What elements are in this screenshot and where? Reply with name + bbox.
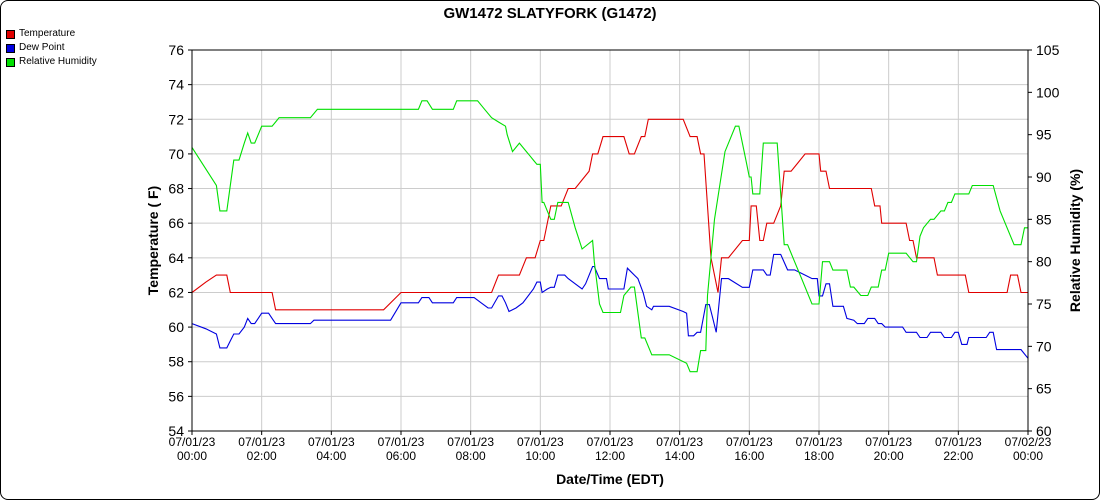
x-tick-label-time: 00:00 <box>177 449 207 463</box>
grid <box>191 49 1029 432</box>
legend-label-dew-point: Dew Point <box>19 42 65 53</box>
x-tick-label-time: 20:00 <box>874 449 904 463</box>
x-tick-label-time: 16:00 <box>734 449 764 463</box>
x-tick-label-time: 22:00 <box>943 449 973 463</box>
y2-tick-label: 70 <box>1036 338 1052 354</box>
chart-title: GW1472 SLATYFORK (G1472) <box>443 5 657 22</box>
x-tick-label-date: 07/01/23 <box>308 435 355 449</box>
legend-swatch-dew-point <box>6 43 15 53</box>
x-tick-label-time: 08:00 <box>456 449 486 463</box>
legend-item-dew-point: Dew Point <box>6 41 97 55</box>
y-tick-label: 58 <box>168 354 184 370</box>
y-tick-label: 76 <box>168 42 184 58</box>
x-tick-label-date: 07/01/23 <box>517 435 564 449</box>
y-tick-label: 64 <box>168 250 184 266</box>
y2-tick-label: 90 <box>1036 169 1052 185</box>
temperature-line <box>191 118 1028 311</box>
x-tick-label-date: 07/01/23 <box>238 435 285 449</box>
y-tick-label: 62 <box>168 284 184 300</box>
ticks: 07/01/2300:0007/01/2302:0007/01/2304:000… <box>168 42 1059 463</box>
x-tick-label-date: 07/01/23 <box>169 435 216 449</box>
y2-tick-label: 85 <box>1036 211 1052 227</box>
y-tick-label: 54 <box>168 423 184 439</box>
legend-label-relative-humidity: Relative Humidity <box>19 56 97 67</box>
x-tick-label-date: 07/01/23 <box>656 435 703 449</box>
dew-point-line <box>191 253 1029 359</box>
y-tick-label: 74 <box>168 77 184 93</box>
x-tick-label-date: 07/01/23 <box>587 435 634 449</box>
x-tick-label-time: 14:00 <box>665 449 695 463</box>
y2-tick-label: 80 <box>1036 254 1052 270</box>
x-tick-label-date: 07/01/23 <box>447 435 494 449</box>
legend: Temperature Dew Point Relative Humidity <box>6 27 97 69</box>
x-tick-label-date: 07/01/23 <box>726 435 773 449</box>
legend-swatch-temperature <box>6 29 15 39</box>
legend-item-relative-humidity: Relative Humidity <box>6 55 97 69</box>
y-tick-label: 72 <box>168 111 184 127</box>
y-tick-label: 70 <box>168 146 184 162</box>
x-tick-label-time: 04:00 <box>316 449 346 463</box>
y2-tick-label: 65 <box>1036 381 1052 397</box>
x-tick-label-date: 07/01/23 <box>796 435 843 449</box>
y2-tick-label: 60 <box>1036 423 1052 439</box>
y-axis-label: Temperature ( F) <box>145 186 161 295</box>
legend-label-temperature: Temperature <box>19 28 76 39</box>
x-tick-label-time: 06:00 <box>386 449 416 463</box>
y-tick-label: 68 <box>168 181 184 197</box>
y-tick-label: 66 <box>168 215 184 231</box>
x-tick-label-time: 00:00 <box>1013 449 1043 463</box>
x-tick-label-date: 07/01/23 <box>935 435 982 449</box>
x-axis-label: Date/Time (EDT) <box>556 471 664 487</box>
x-tick-label-time: 12:00 <box>595 449 625 463</box>
y2-tick-label: 105 <box>1036 42 1060 58</box>
x-tick-label-date: 07/01/23 <box>865 435 912 449</box>
x-tick-label-date: 07/02/23 <box>1005 435 1052 449</box>
x-tick-label-time: 18:00 <box>804 449 834 463</box>
legend-item-temperature: Temperature <box>6 27 97 41</box>
y2-tick-label: 95 <box>1036 127 1052 143</box>
y2-axis-label: Relative Humidity (%) <box>1067 169 1083 312</box>
x-tick-label-time: 10:00 <box>525 449 555 463</box>
x-tick-label-date: 07/01/23 <box>378 435 425 449</box>
y-tick-label: 60 <box>168 319 184 335</box>
y2-tick-label: 100 <box>1036 84 1060 100</box>
relative-humidity-line <box>191 100 1028 373</box>
legend-swatch-relative-humidity <box>6 57 15 67</box>
series-layer <box>191 100 1029 373</box>
y2-tick-label: 75 <box>1036 296 1052 312</box>
x-tick-label-time: 02:00 <box>247 449 277 463</box>
y-tick-label: 56 <box>168 388 184 404</box>
